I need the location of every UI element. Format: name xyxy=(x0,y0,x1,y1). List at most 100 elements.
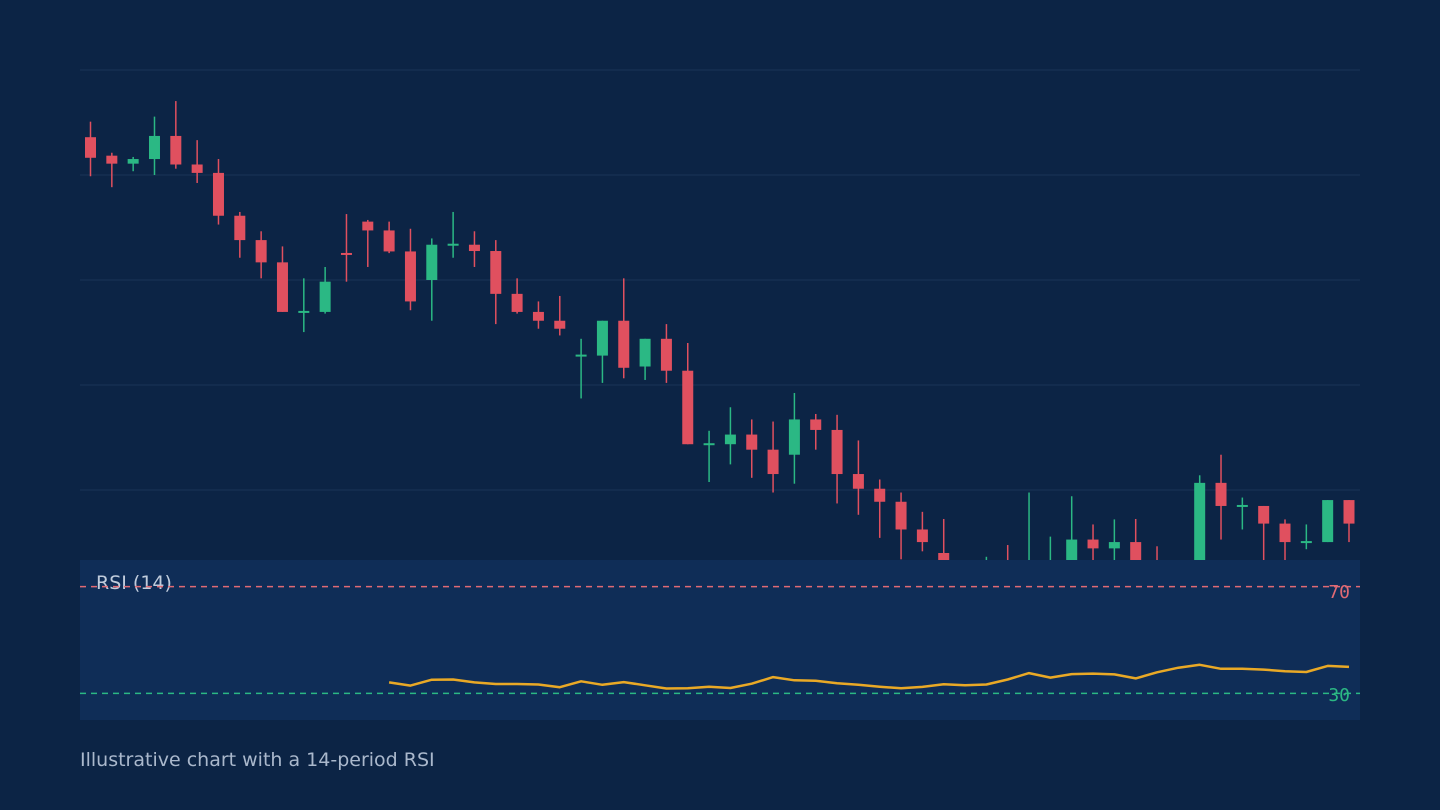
candle xyxy=(490,240,502,325)
candle-body xyxy=(852,474,864,489)
overbought-label: 70 xyxy=(1328,582,1350,603)
candle-body xyxy=(212,172,224,216)
candle xyxy=(511,278,523,314)
candle-body xyxy=(1300,541,1312,544)
candle xyxy=(703,430,715,483)
candle-body xyxy=(746,434,758,450)
price-gridlines xyxy=(80,69,1360,491)
candle-body xyxy=(596,320,608,356)
candle-body xyxy=(426,244,438,280)
candle xyxy=(618,278,630,379)
candle-body xyxy=(682,370,694,445)
candle xyxy=(447,211,459,258)
candle-body xyxy=(298,310,310,313)
candle xyxy=(234,211,246,258)
rsi-line xyxy=(388,663,1350,690)
candle xyxy=(1300,524,1312,550)
candle-body xyxy=(490,251,502,294)
candle-body xyxy=(447,243,459,246)
candlestick-series xyxy=(85,101,1355,642)
candle-body xyxy=(916,529,928,543)
candle xyxy=(362,219,374,267)
candle xyxy=(767,421,779,493)
candle-body xyxy=(724,434,736,445)
candle-body xyxy=(639,338,651,367)
rsi-title: RSI (14) xyxy=(96,572,172,594)
candle-body xyxy=(468,244,480,252)
candle-body xyxy=(767,449,779,475)
candle-body xyxy=(362,221,374,231)
candle-body xyxy=(319,281,331,312)
candle xyxy=(660,324,672,383)
candle xyxy=(170,101,182,169)
candle xyxy=(298,278,310,333)
candle xyxy=(874,479,886,538)
candle xyxy=(468,231,480,267)
candle xyxy=(319,266,331,314)
candle-body xyxy=(511,293,523,312)
candle xyxy=(682,343,694,445)
candle xyxy=(1279,519,1291,562)
candle xyxy=(596,320,608,383)
candle xyxy=(788,392,800,484)
candle-body xyxy=(1343,500,1355,524)
candle xyxy=(340,214,352,282)
candle-body xyxy=(404,251,416,302)
candle-body xyxy=(1130,542,1142,563)
candle-body xyxy=(234,215,246,241)
candle-body xyxy=(1258,505,1270,524)
candle-body xyxy=(895,501,907,530)
candle xyxy=(148,116,160,175)
candle-body xyxy=(1194,482,1206,562)
candle xyxy=(383,221,395,254)
candle xyxy=(1322,500,1334,543)
candle xyxy=(212,159,224,225)
candle xyxy=(554,295,566,336)
candle-body xyxy=(170,135,182,165)
candle-body xyxy=(874,488,886,502)
candle-body xyxy=(148,135,160,160)
candle xyxy=(916,511,928,552)
candle-body xyxy=(831,429,843,475)
candle-body xyxy=(1215,482,1227,506)
candle-body xyxy=(810,419,822,430)
candle xyxy=(255,231,267,279)
candle xyxy=(1343,500,1355,543)
candle xyxy=(724,407,736,465)
candle-body xyxy=(191,164,203,173)
candle-body xyxy=(276,262,288,312)
candle-body xyxy=(1087,539,1099,549)
candle-body xyxy=(554,320,566,329)
chart-caption: Illustrative chart with a 14-period RSI xyxy=(80,749,435,771)
candle xyxy=(1258,505,1270,562)
candle-body xyxy=(127,159,139,164)
candle xyxy=(191,140,203,183)
candle xyxy=(1236,497,1248,530)
candle xyxy=(426,238,438,321)
candle xyxy=(639,338,651,380)
candle-body xyxy=(1279,523,1291,543)
candle xyxy=(276,246,288,312)
candle-body xyxy=(383,230,395,252)
oversold-label: 30 xyxy=(1328,685,1350,706)
candle-body xyxy=(660,338,672,371)
candle xyxy=(1215,454,1227,540)
candle-body xyxy=(1066,539,1078,562)
candle-body xyxy=(532,311,544,321)
candle xyxy=(85,121,96,177)
candle-body xyxy=(1322,500,1334,543)
candle xyxy=(127,156,139,172)
candle-body xyxy=(1108,542,1120,549)
rsi-panel xyxy=(80,560,1360,720)
candle xyxy=(532,301,544,329)
candle xyxy=(831,414,843,504)
candle xyxy=(106,152,118,188)
candle xyxy=(852,440,864,515)
candle-body xyxy=(106,155,118,164)
candle xyxy=(810,413,822,450)
candle-body xyxy=(340,252,352,255)
candle xyxy=(895,492,907,560)
candle xyxy=(746,419,758,478)
candle-body xyxy=(575,354,587,357)
